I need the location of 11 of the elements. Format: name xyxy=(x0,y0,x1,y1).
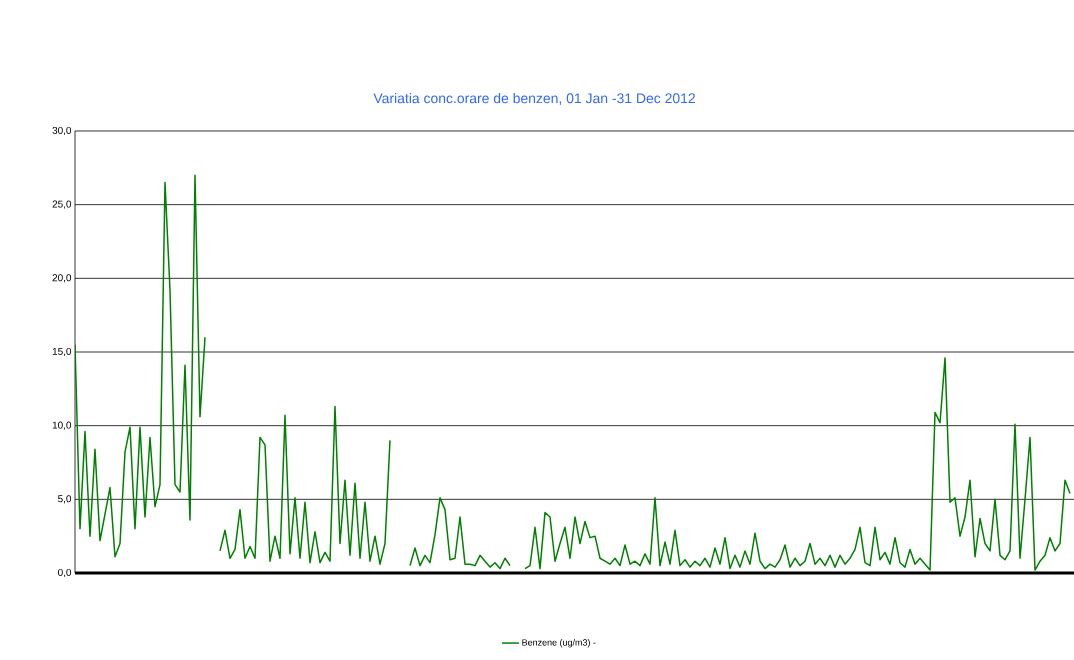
legend-label: Benzene (ug/m3) - xyxy=(522,639,596,648)
y-tick-label: 15,0 xyxy=(52,347,72,357)
y-tick-label: 10,0 xyxy=(52,421,72,430)
y-tick-label: 0,0 xyxy=(58,568,72,578)
line-series xyxy=(409,497,511,570)
y-tick-label: 25,0 xyxy=(52,200,72,209)
chart-title: Variatia conc.orare de benzen, 01 Jan -31 Dec 2012 xyxy=(373,92,695,105)
y-tick-label: 20,0 xyxy=(52,274,72,283)
line-series xyxy=(219,405,391,565)
y-tick-label: 30,0 xyxy=(52,126,72,136)
y-tick-label: 5,0 xyxy=(58,495,72,504)
